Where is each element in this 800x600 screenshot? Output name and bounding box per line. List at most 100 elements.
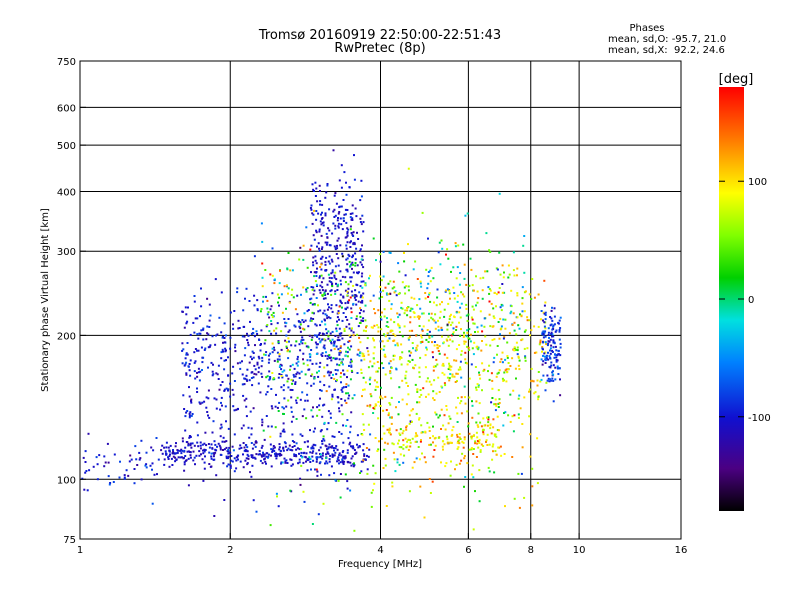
data-point (295, 401, 298, 404)
data-point (543, 355, 546, 358)
data-point (557, 322, 560, 325)
data-point (340, 186, 343, 189)
data-point (241, 360, 243, 363)
data-point (215, 398, 218, 401)
data-point (288, 350, 291, 353)
data-point (202, 328, 205, 331)
data-point (292, 373, 295, 376)
data-point (311, 288, 314, 291)
data-point (334, 335, 337, 337)
data-point (426, 421, 429, 424)
data-point (181, 349, 184, 352)
data-point (510, 310, 513, 313)
data-point (315, 334, 318, 337)
data-point (384, 464, 387, 467)
data-point (327, 452, 330, 455)
data-point (223, 359, 226, 362)
data-point (521, 423, 524, 425)
data-point (463, 331, 465, 334)
data-point (213, 440, 216, 443)
data-point (376, 324, 379, 327)
data-point (493, 292, 496, 294)
data-point (249, 410, 252, 413)
data-point (318, 332, 321, 335)
data-point (478, 438, 481, 441)
data-point (289, 448, 292, 451)
data-point (173, 452, 176, 455)
data-point (446, 438, 449, 441)
data-point (294, 325, 297, 328)
data-point (412, 347, 414, 350)
data-point (482, 431, 485, 434)
data-point (549, 366, 552, 369)
data-point (431, 480, 434, 483)
data-point (360, 470, 363, 473)
data-point (523, 330, 526, 333)
data-point (300, 339, 303, 342)
data-point (263, 457, 266, 460)
data-point (489, 424, 492, 427)
data-point (397, 323, 400, 326)
data-point (343, 373, 346, 376)
y-tick-label: 200 (57, 331, 76, 342)
data-point (476, 330, 479, 333)
data-point (458, 321, 460, 324)
data-point (217, 364, 220, 367)
data-point (436, 347, 439, 350)
data-point (225, 457, 228, 460)
data-point (481, 289, 484, 292)
data-point (203, 442, 206, 445)
data-point (337, 459, 340, 462)
data-point (290, 420, 293, 423)
data-point (463, 263, 466, 266)
data-point (325, 232, 328, 235)
data-point (261, 421, 264, 424)
data-point (243, 335, 246, 338)
data-point (343, 328, 346, 330)
data-point (290, 396, 293, 399)
y-tick-label: 100 (57, 475, 76, 486)
data-point (451, 375, 454, 378)
data-point (265, 462, 267, 465)
data-point (336, 363, 339, 366)
data-point (319, 380, 322, 383)
data-point (382, 425, 385, 428)
data-point (321, 442, 324, 445)
data-point (300, 370, 303, 373)
data-point (310, 384, 313, 387)
data-point (306, 382, 309, 385)
data-point (351, 455, 354, 458)
data-point (350, 365, 353, 368)
data-point (245, 415, 248, 418)
data-point (227, 388, 230, 391)
data-point (203, 461, 206, 464)
data-point (354, 258, 357, 261)
data-point (316, 414, 319, 417)
data-point (327, 335, 330, 338)
data-point (406, 314, 409, 317)
data-point (172, 449, 174, 451)
data-point (294, 308, 297, 311)
data-point (448, 292, 451, 295)
data-point (193, 444, 196, 447)
data-point (350, 457, 353, 460)
x-tick-label: 16 (675, 545, 688, 556)
data-point (320, 320, 323, 323)
data-point (273, 329, 276, 332)
data-point (259, 310, 262, 313)
data-point (533, 296, 536, 299)
data-point (382, 275, 385, 278)
data-point (156, 473, 158, 476)
data-point (345, 325, 348, 328)
data-point (228, 446, 231, 449)
data-point (419, 282, 422, 285)
data-point (475, 275, 477, 278)
data-point (360, 294, 362, 297)
data-point (296, 313, 299, 316)
data-point (299, 246, 302, 249)
data-point (528, 415, 531, 418)
data-point (447, 344, 450, 347)
data-point (362, 280, 365, 283)
data-point (323, 439, 326, 442)
data-point (360, 319, 363, 322)
